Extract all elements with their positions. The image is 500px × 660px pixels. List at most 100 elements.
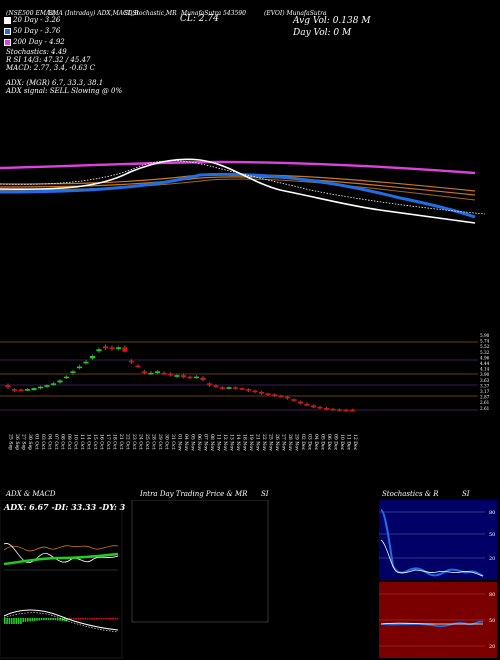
candle-body bbox=[135, 365, 141, 368]
stoch-tick-20: 20 bbox=[489, 556, 495, 562]
macd-histogram-bar bbox=[79, 618, 82, 620]
macd-histogram-bar bbox=[59, 618, 61, 621]
dma20-label: 20 Day - 3.26 bbox=[13, 16, 61, 24]
adx-panel-title: ADX & MACD bbox=[6, 490, 56, 498]
macd-histogram-bar bbox=[91, 618, 93, 620]
dma200-legend: 200 Day - 4.92 bbox=[4, 38, 65, 46]
candle-body bbox=[63, 376, 70, 379]
intraday-si-label: SI bbox=[261, 490, 269, 498]
date-tick-label: 24 Oct bbox=[138, 434, 144, 450]
date-tick-label: 29 Oct bbox=[157, 434, 163, 450]
candle-body bbox=[219, 387, 226, 389]
date-tick-label: 11 Oct bbox=[79, 434, 85, 450]
macd-histogram-bar bbox=[13, 618, 15, 624]
price-tick-label: 5.52 bbox=[480, 344, 490, 349]
stoch-tick-80: 80 bbox=[489, 510, 495, 516]
date-tick-label: 08 Oct bbox=[60, 434, 66, 450]
candle-body bbox=[96, 349, 102, 352]
macd-histogram-bar bbox=[22, 618, 24, 622]
macd-histogram-bar bbox=[45, 618, 47, 621]
date-labels: 25 Sep 26 Sep 27 Sep 30 Sep 01 Oct 03 Oct 04 O… bbox=[8, 434, 359, 451]
candle-body bbox=[141, 371, 148, 373]
date-tick-label: 03 Dec bbox=[307, 434, 313, 451]
price-tick-label: 3.17 bbox=[480, 389, 490, 394]
candle-body bbox=[330, 408, 336, 411]
candle-body bbox=[89, 356, 96, 359]
macd-histogram-bar bbox=[31, 618, 34, 622]
macd-histogram-bar bbox=[66, 618, 68, 622]
stoch-white-line bbox=[380, 539, 484, 577]
date-tick-label: 23 Oct bbox=[131, 434, 137, 450]
macd-signal-line bbox=[3, 612, 119, 633]
candle-body bbox=[206, 383, 213, 385]
candle-body bbox=[343, 409, 349, 412]
candle-body bbox=[57, 380, 63, 383]
date-tick-label: 27 Sep bbox=[21, 434, 27, 450]
intraday-panel-title: Intra Day Trading Price & MR bbox=[140, 490, 248, 498]
date-tick-label: 28 Nov bbox=[287, 434, 293, 451]
close-price-label: CL: 2.74 bbox=[180, 14, 219, 24]
stochastics-panel-title: Stochastics & R bbox=[382, 490, 439, 498]
macd-white-line bbox=[3, 609, 119, 631]
macd-histogram-bar bbox=[70, 618, 73, 620]
macd-histogram-bar bbox=[75, 618, 77, 620]
macd-histogram-bar bbox=[114, 618, 116, 620]
day-volume-label: Day Vol: 0 M bbox=[293, 28, 352, 38]
date-tick-label: 21 Oct bbox=[118, 434, 124, 450]
date-tick-label: 09 Dec bbox=[333, 434, 339, 451]
header-ema-title: EMA (Intraday) ADX,MACD,B bbox=[48, 10, 139, 17]
date-tick-label: 06 Nov bbox=[196, 434, 202, 451]
intraday-panel bbox=[131, 500, 269, 623]
candle-body bbox=[122, 347, 128, 352]
dma50-swatch bbox=[4, 27, 11, 35]
date-tick-label: 30 Oct bbox=[164, 434, 170, 450]
date-tick-label: 22 Oct bbox=[125, 434, 131, 450]
candle-body bbox=[297, 401, 304, 404]
date-axis: 25 Sep 26 Sep 27 Sep 30 Sep 01 Oct 03 Oct 04 O… bbox=[8, 434, 359, 451]
date-tick-label: 05 Nov bbox=[190, 434, 196, 451]
dma50-legend: 50 Day - 3.76 bbox=[4, 27, 60, 35]
macd-histogram-bar bbox=[52, 618, 54, 621]
dma50-label: 50 Day - 3.76 bbox=[13, 27, 61, 35]
macd-histogram-bar bbox=[63, 618, 66, 622]
macd-histogram-bar bbox=[89, 618, 91, 620]
macd-histogram-bar bbox=[4, 618, 6, 624]
price-tick-label: 5.74 bbox=[480, 339, 490, 344]
macd-histogram-bar bbox=[77, 618, 80, 620]
date-tick-label: 18 Oct bbox=[112, 434, 118, 450]
date-tick-label: 07 Oct bbox=[53, 434, 59, 450]
rsi-tick-50: 50 bbox=[489, 618, 495, 624]
price-tick-label: 4.96 bbox=[480, 355, 490, 360]
candle-body bbox=[109, 347, 115, 349]
candle-body bbox=[24, 389, 31, 391]
header-chart-by: MunafaSutra 543590 bbox=[181, 10, 246, 17]
macd-histogram-bar bbox=[40, 618, 43, 621]
macd-histogram-bar bbox=[61, 618, 64, 621]
macd-histogram-bar bbox=[43, 618, 45, 621]
price-tick-label: 3.63 bbox=[480, 378, 490, 383]
candle-body bbox=[44, 385, 50, 387]
candle-body bbox=[323, 407, 330, 410]
candle-body bbox=[349, 409, 356, 412]
date-tick-label: 11 Nov bbox=[216, 434, 222, 451]
macd-histogram-bar bbox=[98, 618, 100, 620]
price-tick-label: 3.90 bbox=[480, 372, 490, 377]
macd-label: MACD: 2.77, 3.4, -0.63 C bbox=[6, 64, 95, 72]
price-gridlines bbox=[0, 341, 478, 411]
macd-histogram-bar bbox=[17, 618, 20, 624]
rsi-label: R SI 14/3: 47.32 / 45.47 bbox=[6, 56, 91, 64]
date-tick-label: 08 Nov bbox=[209, 434, 215, 451]
candle-body bbox=[174, 375, 180, 377]
date-tick-label: 19 Nov bbox=[248, 434, 254, 451]
macd-histogram-bar bbox=[50, 618, 52, 621]
price-scale: 5.905.745.525.324.964.444.143.903.633.37… bbox=[480, 333, 490, 411]
candle-body bbox=[265, 393, 271, 396]
macd-histogram-bar bbox=[86, 618, 89, 620]
candle-body bbox=[83, 361, 89, 364]
date-tick-label: 29 Nov bbox=[294, 434, 300, 451]
candle-body bbox=[213, 385, 219, 387]
dma200-line bbox=[0, 160, 476, 175]
macd-histogram-bar bbox=[100, 618, 103, 620]
adx-panel-subtitle: ADX: 6.67 -DI: 33.33 -DY: 38.1 bbox=[3, 502, 125, 512]
candle-body bbox=[31, 388, 37, 391]
